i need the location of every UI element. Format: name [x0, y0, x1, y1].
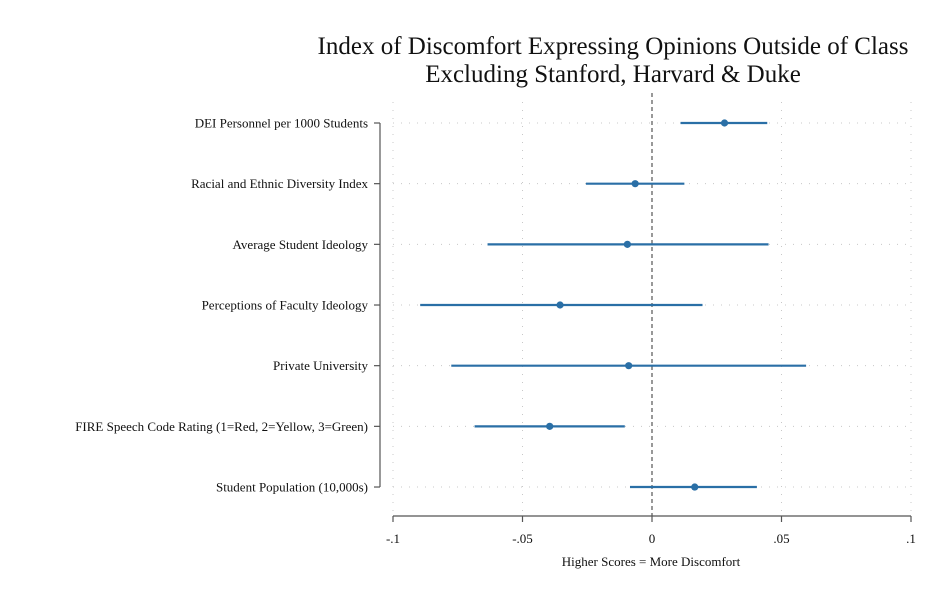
point-estimate: [720, 119, 729, 127]
category-label: Student Population (10,000s): [216, 480, 368, 495]
category-label: Private University: [273, 358, 368, 373]
category-label: FIRE Speech Code Rating (1=Red, 2=Yellow…: [75, 419, 368, 434]
point-estimate: [556, 301, 564, 309]
chart-subtitle: Excluding Stanford, Harvard & Duke: [425, 61, 801, 88]
point-estimate: [691, 483, 699, 491]
x-axis-title: Higher Scores = More Discomfort: [562, 554, 741, 569]
x-tick-label: .05: [773, 531, 789, 546]
point-estimate: [546, 422, 554, 430]
x-tick-label: 0: [649, 531, 656, 546]
x-tick-label: .1: [906, 531, 916, 546]
x-tick-label: -.05: [512, 531, 533, 546]
axes: -.1 -.05 0 .05 .1: [374, 122, 916, 546]
chart-title: Index of Discomfort Expressing Opinions …: [318, 33, 909, 60]
category-label: Average Student Ideology: [233, 237, 369, 252]
coefficient-series: [420, 119, 807, 491]
category-label: Racial and Ethnic Diversity Index: [191, 176, 368, 191]
point-estimate: [625, 362, 633, 370]
point-estimate: [623, 240, 631, 248]
point-estimate: [631, 180, 639, 188]
category-label: DEI Personnel per 1000 Students: [195, 116, 368, 131]
x-tick-label: -.1: [386, 531, 400, 546]
category-label: Perceptions of Faculty Ideology: [202, 298, 369, 313]
category-labels: DEI Personnel per 1000 Students Racial an…: [75, 116, 368, 495]
